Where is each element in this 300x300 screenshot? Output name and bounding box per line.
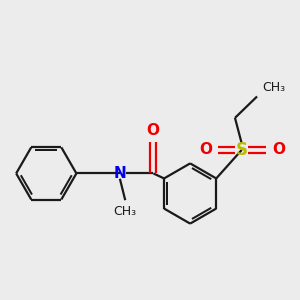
Text: N: N — [113, 166, 126, 181]
Text: O: O — [199, 142, 212, 158]
Text: O: O — [272, 142, 285, 158]
Text: O: O — [146, 123, 159, 138]
Text: CH₃: CH₃ — [114, 205, 137, 218]
Text: S: S — [236, 141, 248, 159]
Text: CH₃: CH₃ — [262, 81, 286, 94]
